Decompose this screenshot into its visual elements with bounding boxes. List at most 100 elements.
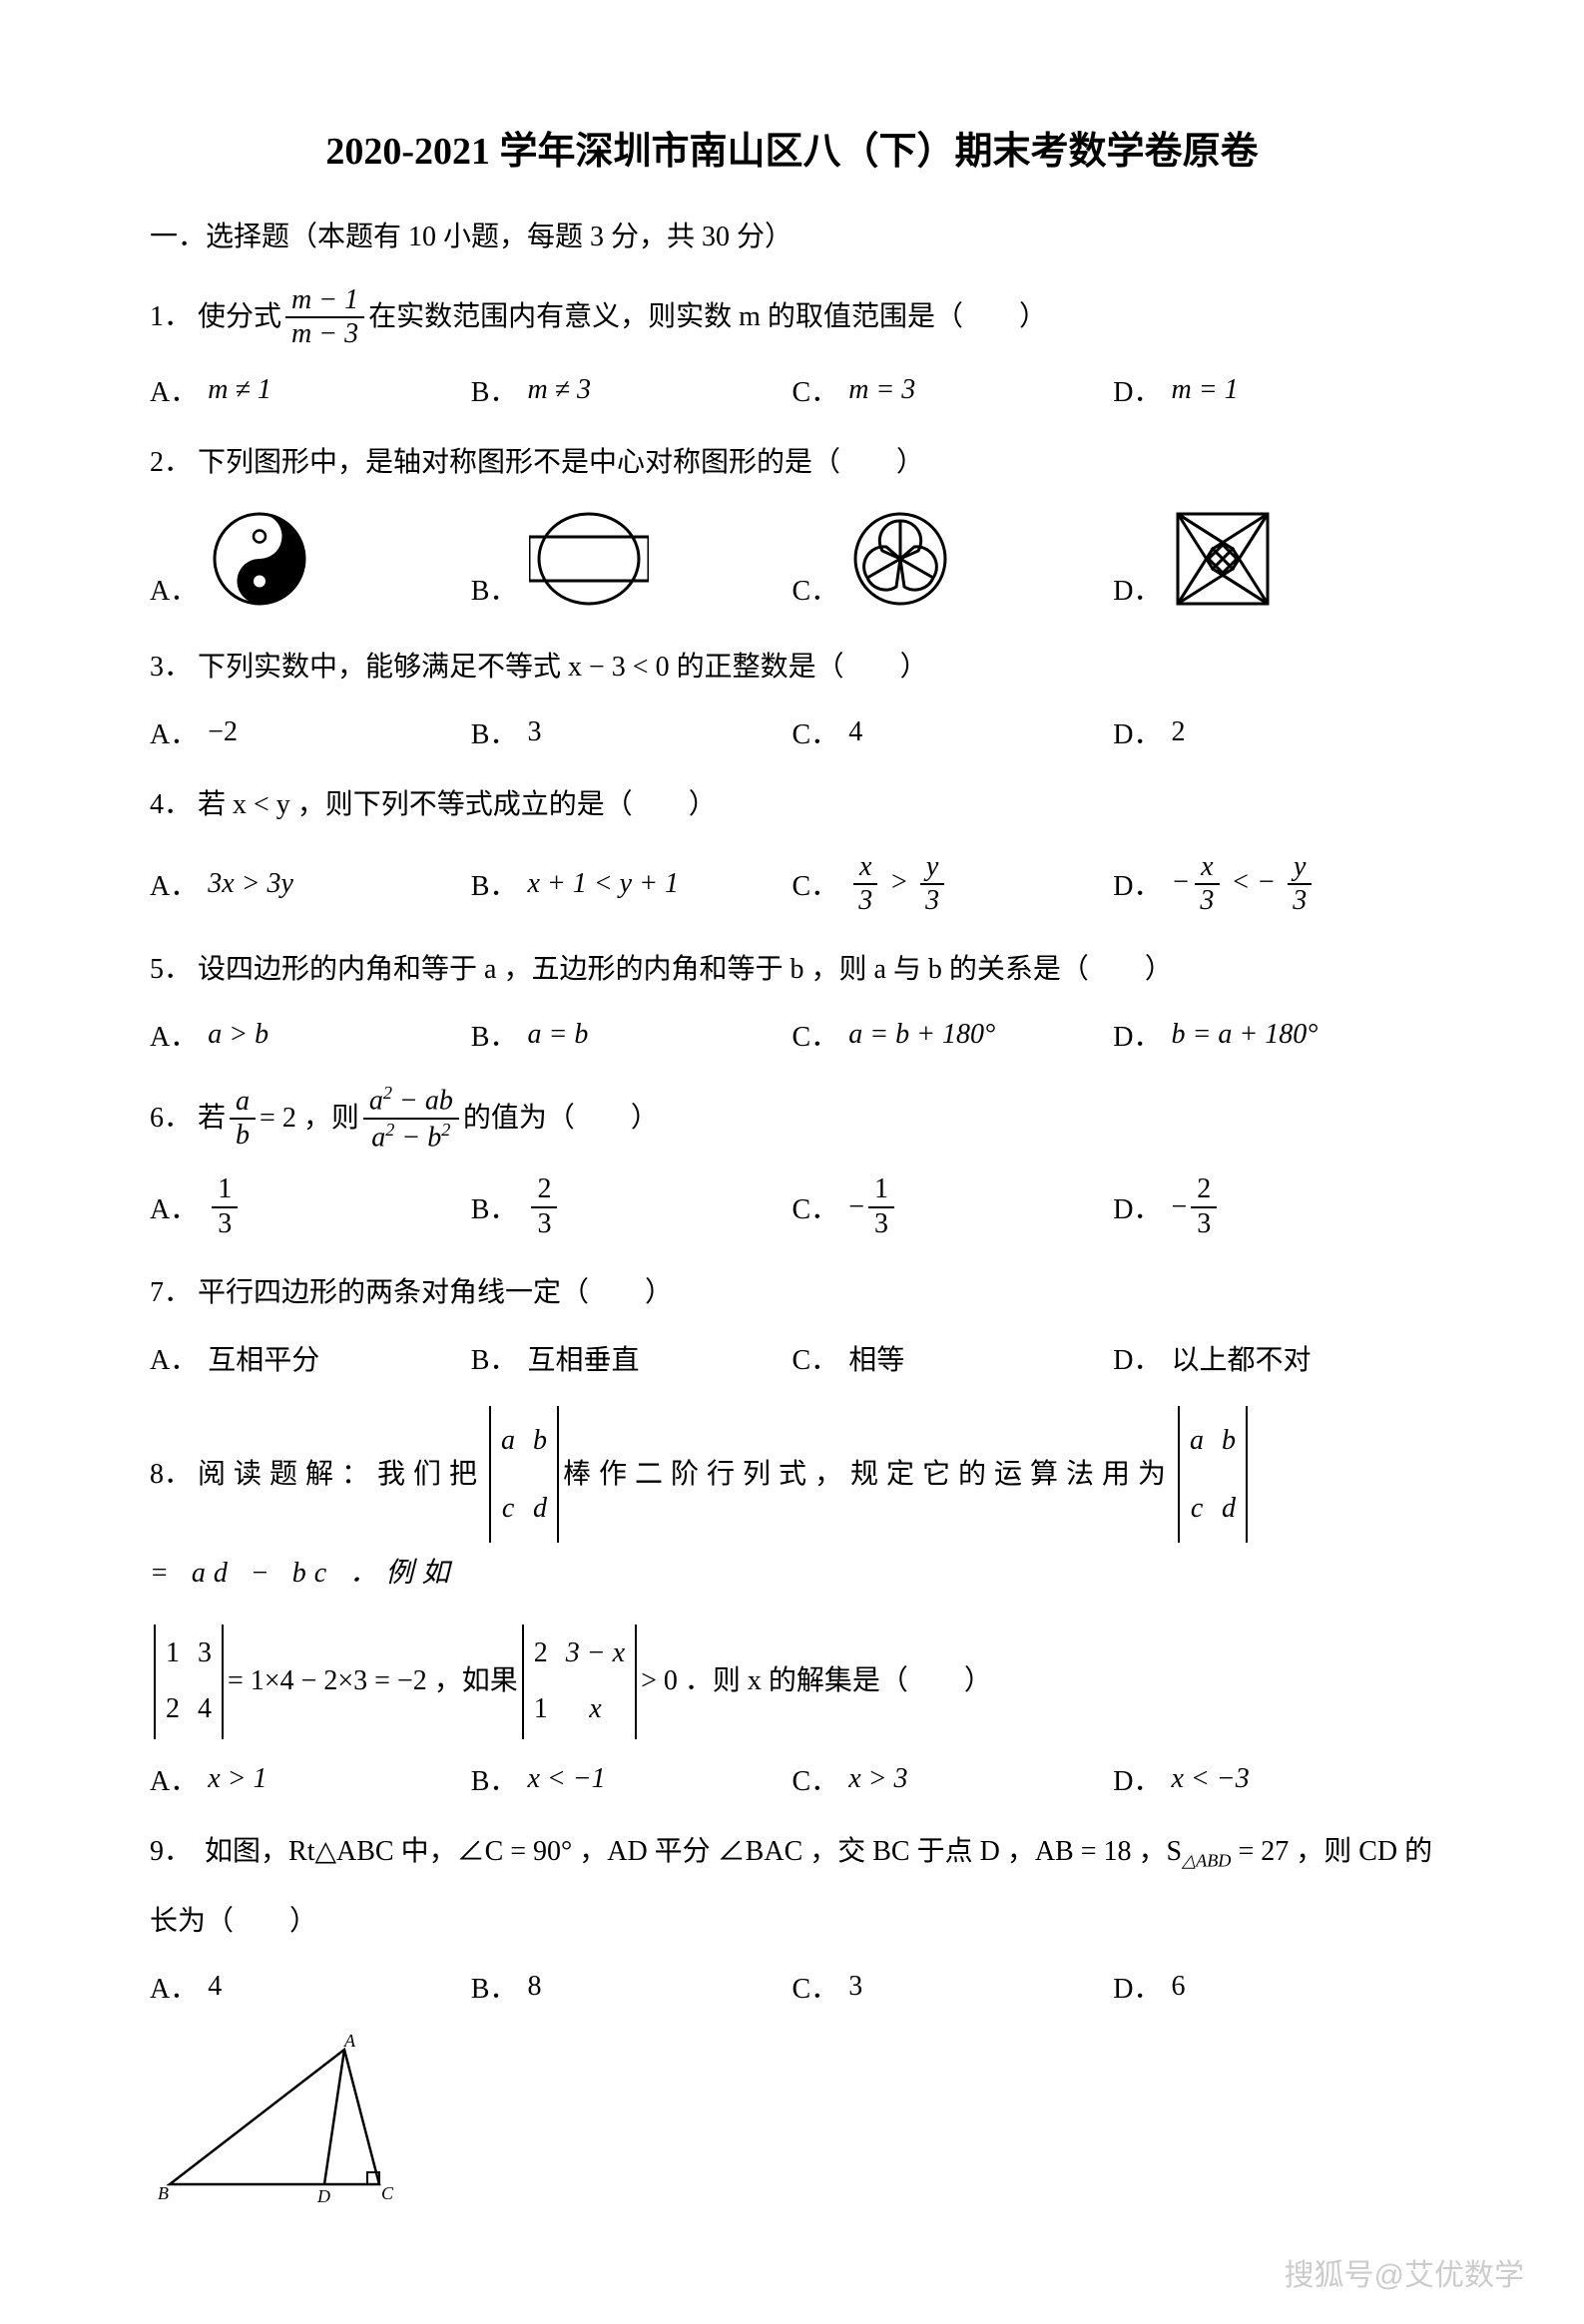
q2-opt-a: A． — [150, 509, 471, 609]
q8-num: 8． — [150, 1444, 192, 1506]
q7-opt-d: D．以上都不对 — [1113, 1338, 1434, 1378]
q8-t3: = ad − bc ．例如 — [150, 1543, 457, 1605]
q2-text: 下列图形中，是轴对称图形不是中心对称图形的是（ ） — [198, 438, 924, 488]
det-ab-cd-2: abcd — [1178, 1406, 1248, 1543]
q9-opt-b: B．8 — [471, 1967, 792, 2007]
section-header: 一．选择题（本题有 10 小题，每题 3 分，共 30 分） — [150, 215, 1434, 254]
q5-opt-c: C．a = b + 180° — [792, 1015, 1114, 1055]
triangle-abc-icon: A B D C — [150, 2035, 409, 2204]
q1-opt-d: D．m = 1 — [1113, 370, 1434, 410]
q6-opt-d: D．−23 — [1113, 1173, 1434, 1239]
q1-num: 1． — [150, 292, 192, 342]
q4-num: 4． — [150, 780, 192, 830]
q6-opt-b: B．23 — [471, 1173, 792, 1239]
q6-mid: = 2 ，则 — [260, 1094, 359, 1144]
q9-opt-d: D．6 — [1113, 1967, 1434, 2007]
q1-options: A．m ≠ 1 B．m ≠ 3 C．m = 3 D．m = 1 — [150, 370, 1434, 410]
page-title: 2020-2021 学年深圳市南山区八（下）期末考数学卷原卷 — [150, 120, 1434, 175]
q7-opt-b: B．互相垂直 — [471, 1338, 792, 1378]
q8-t1: 阅读题解：我们把 — [198, 1444, 485, 1506]
q2-opt-c: C． — [792, 509, 1114, 609]
q6-post: 的值为（ ） — [463, 1094, 659, 1144]
q6-pre: 若 — [198, 1094, 226, 1144]
circle-rect-icon — [529, 509, 649, 609]
question-9: 9． 如图，Rt△ABC 中，∠C = 90° ，AD 平分 ∠BAC ，交 B… — [150, 1827, 1434, 1877]
question-6: 6． 若 ab = 2 ，则 a2 − aba2 − b2 的值为（ ） — [150, 1083, 1434, 1154]
question-2: 2． 下列图形中，是轴对称图形不是中心对称图形的是（ ） — [150, 438, 1434, 488]
svg-text:D: D — [316, 2186, 330, 2204]
q5-num: 5． — [150, 945, 192, 995]
q5-opt-b: B．a = b — [471, 1015, 792, 1055]
q8-t5: > 0 ．则 x 的解集是（ ） — [641, 1656, 992, 1706]
q8-t2: 棒作二阶行列式，规定它的运算法用为 — [563, 1444, 1174, 1506]
q7-num: 7． — [150, 1268, 192, 1318]
q2-options: A． B． C． D． — [150, 509, 1434, 609]
svg-text:A: A — [343, 2035, 356, 2051]
q1-pre: 使分式 — [198, 292, 281, 342]
q8-options: A．x > 1 B．x < −1 C．x > 3 D．x < −3 — [150, 1759, 1434, 1799]
question-1: 1． 使分式 m − 1 m − 3 在实数范围内有意义，则实数 m 的取值范围… — [150, 284, 1434, 350]
pinwheel-icon — [1173, 509, 1273, 609]
question-7: 7． 平行四边形的两条对角线一定（ ） — [150, 1268, 1434, 1318]
q3-num: 3． — [150, 643, 192, 693]
q2-opt-b: B． — [471, 509, 792, 609]
q2-num: 2． — [150, 438, 192, 488]
q3-opt-b: B．3 — [471, 712, 792, 752]
q4-text: 若 x < y ，则下列不等式成立的是（ ） — [198, 780, 717, 830]
question-5: 5． 设四边形的内角和等于 a ，五边形的内角和等于 b ，则 a 与 b 的关… — [150, 945, 1434, 995]
q8-opt-d: D．x < −3 — [1113, 1759, 1434, 1799]
q1-opt-c: C．m = 3 — [792, 370, 1114, 410]
q6-opt-a: A．13 — [150, 1173, 471, 1239]
q5-text: 设四边形的内角和等于 a ，五边形的内角和等于 b ，则 a 与 b 的关系是（… — [198, 945, 1173, 995]
q7-opt-c: C．相等 — [792, 1338, 1114, 1378]
q9-t2: = 27 ，则 CD 的 — [1231, 1836, 1432, 1867]
q1-fraction: m − 1 m − 3 — [285, 284, 364, 350]
q8-opt-b: B．x < −1 — [471, 1759, 792, 1799]
q6-frac2: a2 − aba2 − b2 — [363, 1083, 459, 1154]
q8-t4: = 1×4 − 2×3 = −2 ，如果 — [228, 1656, 518, 1706]
exam-page: 2020-2021 学年深圳市南山区八（下）期末考数学卷原卷 一．选择题（本题有… — [0, 0, 1584, 2324]
question-8-line2: 1324 = 1×4 − 2×3 = −2 ，如果 23 − x1x > 0 ．… — [150, 1625, 1434, 1739]
q3-options: A．−2 B．3 C．4 D．2 — [150, 712, 1434, 752]
q7-opt-a: A．互相平分 — [150, 1338, 471, 1378]
q9-opt-c: C．3 — [792, 1967, 1114, 2007]
q5-opt-a: A．a > b — [150, 1015, 471, 1055]
question-8: 8． 阅读题解：我们把 abcd 棒作二阶行列式，规定它的运算法用为 abcd … — [150, 1406, 1434, 1605]
yinyang-icon — [210, 509, 309, 609]
q9-t3: 长为（ ） — [150, 1897, 317, 1947]
q7-options: A．互相平分 B．互相垂直 C．相等 D．以上都不对 — [150, 1338, 1434, 1378]
question-9-line2: 长为（ ） — [150, 1897, 1434, 1947]
det-ab-cd: abcd — [489, 1406, 559, 1543]
q3-opt-c: C．4 — [792, 712, 1114, 752]
q9-options: A．4 B．8 C．3 D．6 — [150, 1967, 1434, 2007]
q2-opt-d: D． — [1113, 509, 1434, 609]
q6-opt-c: C．−13 — [792, 1173, 1114, 1239]
q5-opt-d: D．b = a + 180° — [1113, 1015, 1434, 1055]
svg-text:B: B — [158, 2183, 169, 2203]
q9-opt-a: A．4 — [150, 1967, 471, 2007]
question-3: 3． 下列实数中，能够满足不等式 x − 3 < 0 的正整数是（ ） — [150, 643, 1434, 693]
q4-opt-d: D． −x3 < − y3 — [1113, 851, 1434, 917]
q1-post: 在实数范围内有意义，则实数 m 的取值范围是（ ） — [368, 292, 1047, 342]
q9-figure: A B D C — [150, 2035, 1434, 2204]
q3-opt-d: D．2 — [1113, 712, 1434, 752]
q5-options: A．a > b B．a = b C．a = b + 180° D．b = a +… — [150, 1015, 1434, 1055]
q9-t1: 如图，Rt△ABC 中，∠C = 90° ，AD 平分 ∠BAC ，交 BC 于… — [205, 1836, 1182, 1867]
trefoil-icon — [850, 509, 950, 609]
det-1324: 1324 — [154, 1625, 224, 1739]
q6-num: 6． — [150, 1094, 192, 1144]
q8-opt-a: A．x > 1 — [150, 1759, 471, 1799]
q1-opt-b: B．m ≠ 3 — [471, 370, 792, 410]
q4-opt-b: B．x + 1 < y + 1 — [471, 864, 792, 904]
det-2-3x-1-x: 23 − x1x — [522, 1625, 637, 1739]
q3-opt-a: A．−2 — [150, 712, 471, 752]
q9-num: 9． — [150, 1836, 192, 1867]
q4-opt-c: C． x3 > y3 — [792, 851, 1114, 917]
watermark: 搜狐号@艾优数学 — [1285, 2250, 1524, 2294]
q8-opt-c: C．x > 3 — [792, 1759, 1114, 1799]
q6-options: A．13 B．23 C．−13 D．−23 — [150, 1173, 1434, 1239]
q7-text: 平行四边形的两条对角线一定（ ） — [198, 1268, 673, 1318]
question-4: 4． 若 x < y ，则下列不等式成立的是（ ） — [150, 780, 1434, 830]
q1-opt-a: A．m ≠ 1 — [150, 370, 471, 410]
q4-opt-a: A．3x > 3y — [150, 864, 471, 904]
